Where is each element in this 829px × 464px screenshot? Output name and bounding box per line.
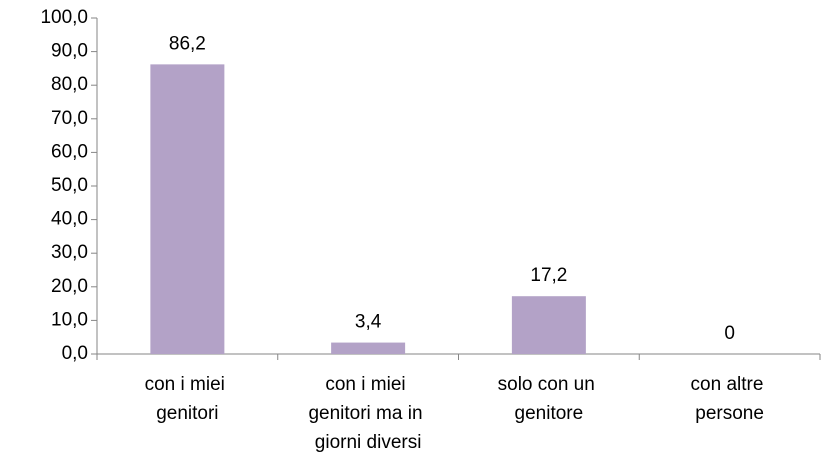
y-tick-label: 30,0 bbox=[51, 242, 88, 263]
data-label: 86,2 bbox=[169, 33, 206, 54]
data-label: 17,2 bbox=[530, 265, 567, 286]
bar bbox=[511, 296, 586, 354]
y-tick-label: 40,0 bbox=[51, 209, 88, 230]
y-tick-label: 60,0 bbox=[51, 141, 88, 162]
x-tick-label: solo con un genitore bbox=[498, 374, 600, 424]
y-tick-label: 90,0 bbox=[51, 41, 88, 62]
data-label: 0 bbox=[724, 323, 735, 344]
x-tick-label: con i miei genitori ma in giorni diversi bbox=[308, 374, 427, 453]
bar bbox=[331, 342, 406, 354]
data-label: 3,4 bbox=[355, 312, 382, 333]
y-tick-label: 50,0 bbox=[51, 175, 88, 196]
y-tick-label: 0,0 bbox=[62, 343, 88, 364]
y-tick-label: 70,0 bbox=[51, 108, 88, 129]
x-tick-label: con altre persone bbox=[691, 374, 769, 424]
y-tick-label: 80,0 bbox=[51, 74, 88, 95]
bar bbox=[150, 64, 225, 355]
y-tick-label: 10,0 bbox=[51, 309, 88, 330]
x-tick-label: con i miei genitori bbox=[145, 374, 231, 424]
y-tick-label: 100,0 bbox=[40, 7, 88, 28]
y-tick-label: 20,0 bbox=[51, 276, 88, 297]
